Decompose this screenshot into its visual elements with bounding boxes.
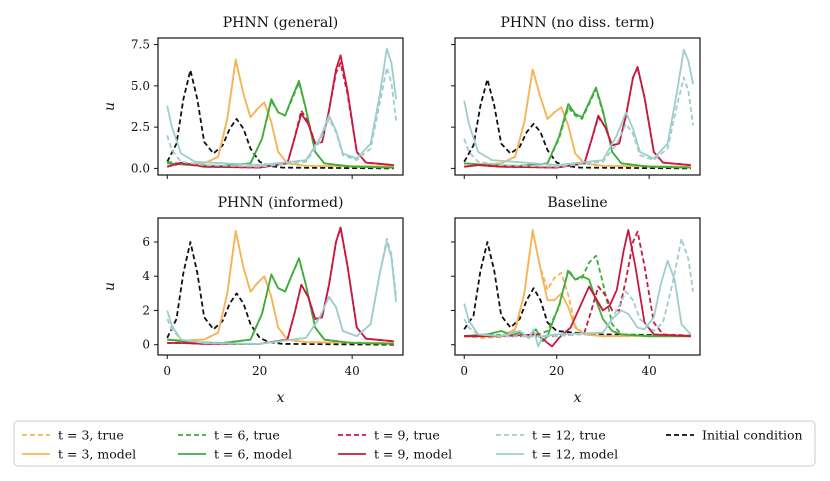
series-line-t3-true: [464, 68, 691, 168]
legend-label: t = 6, model: [214, 447, 292, 462]
legend-label: t = 12, true: [532, 428, 606, 443]
series-line-t9-model: [166, 54, 394, 169]
series-line-t6-true: [167, 258, 394, 345]
series-line-t3-model: [464, 229, 691, 338]
series-line-t12-true: [463, 76, 694, 168]
series-line-t9-true: [464, 66, 691, 169]
series-line-init-true: [463, 241, 691, 337]
panel-4: Baseline 0 20 40 x: [451, 195, 701, 406]
legend-label: Initial condition: [702, 428, 803, 443]
x-tick-label: 20: [549, 364, 564, 378]
series-line-t9-true: [167, 227, 394, 345]
series-line-t12-true: [166, 66, 397, 168]
series-line-init-true: [463, 78, 691, 170]
y-tick-label: 2.5: [131, 120, 150, 134]
legend-label: t = 9, true: [374, 428, 440, 443]
x-tick-label: 0: [163, 364, 171, 378]
series-line-t12-model: [463, 259, 692, 348]
panel-title: PHNN (general): [223, 15, 339, 31]
panel-title: PHNN (no diss. term): [501, 15, 655, 31]
y-tick-label: 4: [142, 269, 150, 283]
series-group: [166, 226, 397, 346]
y-tick-label: 6: [142, 235, 150, 249]
panel-2: PHNN (no diss. term): [451, 15, 701, 179]
series-line-t9-true: [464, 230, 691, 338]
series-line-t3-true: [167, 230, 394, 344]
y-tick-label: 0.0: [131, 161, 150, 175]
panel-title: PHNN (informed): [218, 195, 344, 211]
x-axis-label: x: [277, 390, 285, 406]
y-tick-label: 0: [142, 338, 150, 352]
series-group: [166, 47, 397, 170]
x-tick-label: 40: [345, 364, 360, 378]
x-tick-label: 40: [642, 364, 657, 378]
x-tick-label: 20: [252, 364, 267, 378]
series-line-t9-model: [167, 226, 394, 345]
series-line-t3-true: [167, 59, 394, 168]
series-group: [463, 229, 694, 348]
axes-frame: [454, 37, 701, 176]
panels: PHNN (general) 0.0 2.5 5.0 7.5 u PHNN (no diss…: [102, 15, 701, 406]
panel-1: PHNN (general) 0.0 2.5 5.0 7.5 u: [102, 15, 404, 179]
series-line-t12-model: [463, 48, 694, 167]
axes-frame: [157, 217, 404, 356]
legend-label: t = 6, true: [214, 428, 280, 443]
series-line-t9-true: [166, 61, 394, 169]
series-line-init-true: [166, 241, 394, 346]
y-tick-label: 2: [142, 303, 150, 317]
x-axis-label: x: [574, 390, 582, 406]
series-line-t3-model: [464, 68, 691, 168]
axes-frame: [157, 37, 404, 176]
y-tick-label: 7.5: [131, 38, 150, 52]
y-axis-label: u: [102, 102, 118, 111]
legend: t = 3, true t = 3, model t = 6, true t = 6,…: [13, 420, 816, 467]
legend-label: t = 12, model: [532, 447, 618, 462]
legend-label: t = 3, true: [58, 428, 124, 443]
legend-label: t = 9, model: [374, 447, 452, 462]
panel-3: PHNN (informed) 0 2 4 6 u 0 20 40 x: [102, 195, 404, 406]
series-line-t3-model: [167, 229, 394, 344]
series-line-t12-model: [166, 241, 397, 345]
series-line-t3-true: [464, 230, 691, 339]
series-group: [463, 48, 694, 170]
series-line-t6-true: [464, 88, 691, 169]
y-axis-label: u: [102, 282, 118, 291]
series-line-t9-model: [464, 229, 691, 348]
panel-title: Baseline: [547, 195, 607, 211]
legend-frame: [13, 420, 816, 467]
series-line-t12-true: [463, 237, 694, 338]
axes-frame: [454, 217, 701, 356]
y-tick-label: 5.0: [131, 79, 150, 93]
series-line-t12-true: [166, 237, 397, 345]
series-line-init-true: [166, 69, 394, 170]
x-tick-label: 0: [460, 364, 468, 378]
legend-label: t = 3, model: [58, 447, 136, 462]
series-line-t12-model: [166, 47, 397, 167]
series-line-t9-model: [464, 66, 691, 169]
